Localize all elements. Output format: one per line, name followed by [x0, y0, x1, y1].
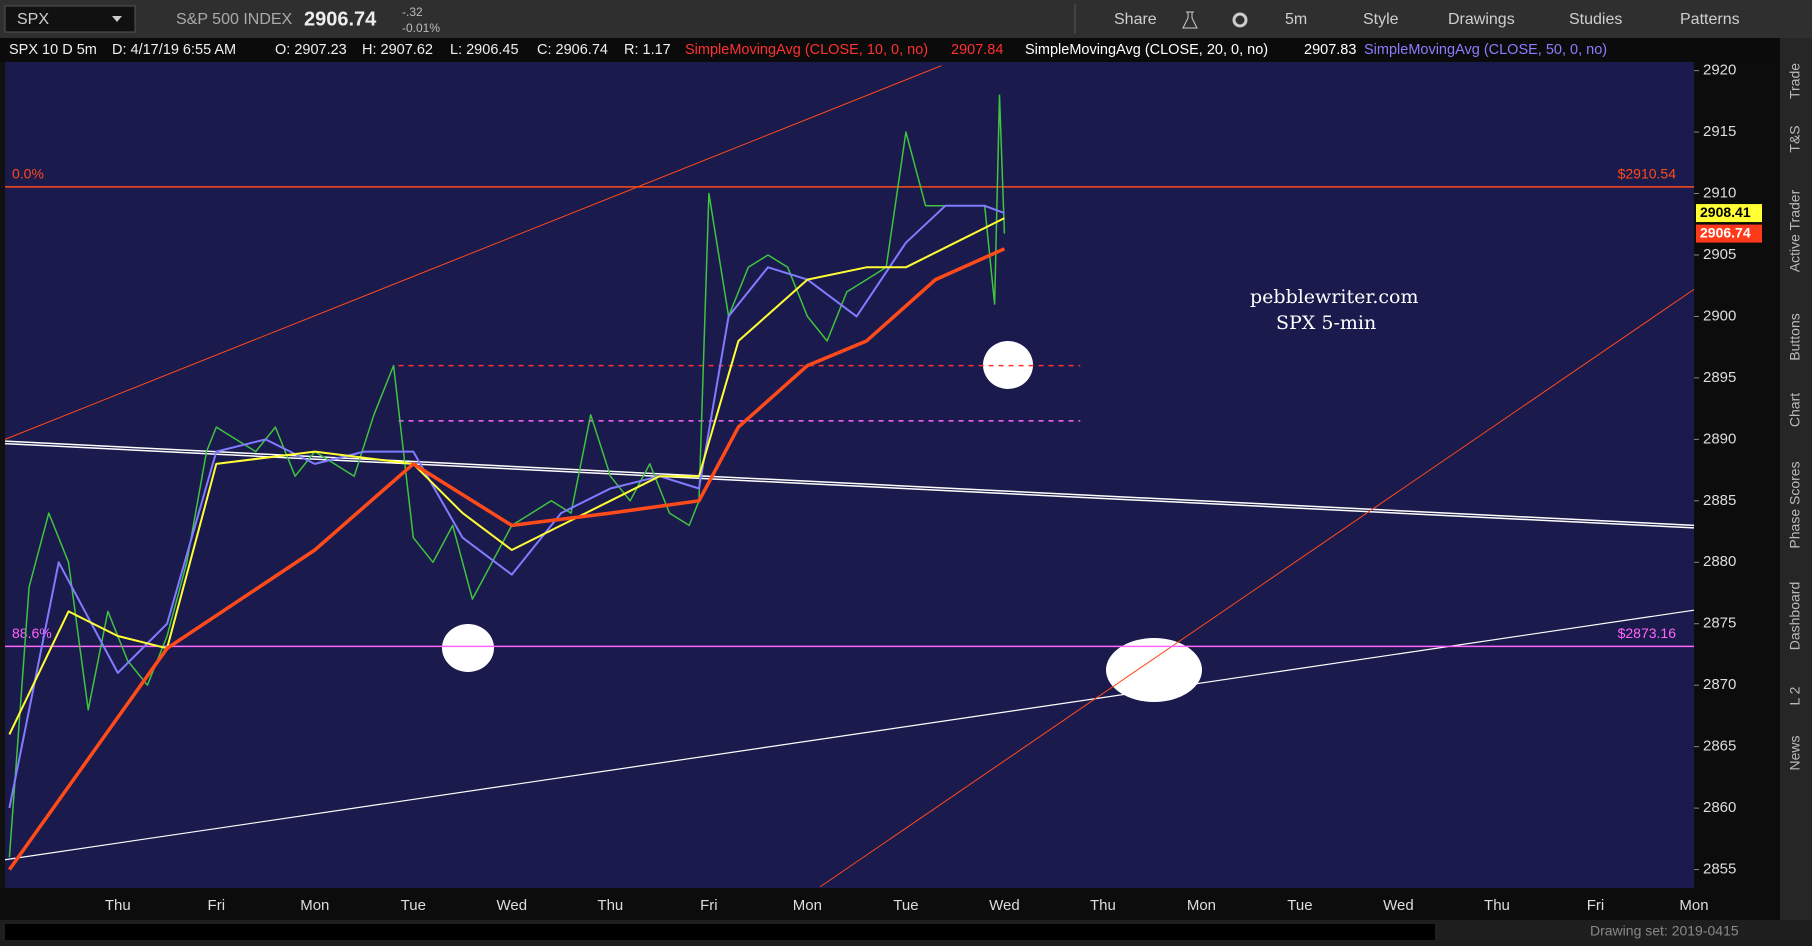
sidebar-tab: T&S	[1787, 125, 1803, 152]
y-tick-label: 2885	[1703, 492, 1736, 509]
study-value: 2907.84	[951, 42, 1003, 58]
y-tick-label: 2860	[1703, 799, 1736, 816]
y-tick-label: 2915	[1703, 123, 1736, 140]
info-item: SPX 10 D 5m	[9, 42, 97, 58]
info-bar	[0, 38, 1780, 62]
y-tick-label: 2910	[1703, 184, 1736, 201]
toolbar-button[interactable]: Drawings	[1448, 11, 1515, 28]
toolbar-button[interactable]: Patterns	[1680, 11, 1740, 28]
y-tick-label: 2870	[1703, 676, 1736, 693]
price-marker-label: 2906.74	[1700, 224, 1751, 240]
price-axis	[1694, 62, 1780, 888]
description: S&P 500 INDEX	[176, 11, 293, 28]
y-tick-label: 2880	[1703, 553, 1736, 570]
y-tick-label: 2900	[1703, 307, 1736, 324]
x-tick-label: Fri	[1587, 897, 1605, 914]
trendline	[4, 65, 942, 440]
info-item: L: 2906.45	[450, 42, 519, 58]
sidebar-tab: Phase Scores	[1787, 461, 1803, 548]
price-marker	[1696, 224, 1762, 243]
x-tick-label: Wed	[497, 897, 528, 914]
x-tick-label: Mon	[1679, 897, 1708, 914]
info-item: D: 4/17/19 6:55 AM	[112, 42, 236, 58]
toolbar-button[interactable]: Style	[1363, 11, 1399, 28]
level-pct: 88.6%	[12, 625, 52, 641]
toolbar	[0, 0, 1812, 38]
series-line	[8, 204, 1005, 809]
x-tick-label: Tue	[401, 897, 426, 914]
series-line	[7, 247, 1006, 871]
info-item: H: 2907.62	[362, 42, 433, 58]
level-label: $2873.16	[1618, 625, 1677, 641]
toolbar-button[interactable]: Studies	[1569, 11, 1622, 28]
annotation: pebblewriter.com	[1250, 286, 1419, 308]
sidebar-tab: Buttons	[1787, 313, 1803, 360]
level-pct: 0.0%	[12, 166, 44, 182]
x-tick-label: Mon	[300, 897, 329, 914]
x-tick-label: Mon	[793, 897, 822, 914]
toolbar-button[interactable]: 5m	[1285, 11, 1307, 28]
trendline	[4, 609, 1695, 861]
symbol-box[interactable]	[4, 5, 136, 33]
x-tick-label: Fri	[208, 897, 226, 914]
info-item: O: 2907.23	[275, 42, 347, 58]
plot-area	[5, 62, 1694, 888]
study-value: 2907.83	[1304, 42, 1356, 58]
symbol: SPX	[17, 11, 49, 28]
flask-icon[interactable]	[1182, 11, 1198, 29]
sidebar-tab: Dashboard	[1787, 582, 1803, 651]
x-tick-label: Thu	[1090, 897, 1116, 914]
change-pct: -0.01%	[402, 21, 440, 35]
sidebar-tab: Chart	[1787, 393, 1803, 427]
change: -.32	[402, 5, 423, 19]
plot-layer: 0.0% $2910.54 88.6% $2873.16	[4, 65, 1695, 888]
x-tick-label: Wed	[989, 897, 1020, 914]
x-tick-label: Tue	[1287, 897, 1312, 914]
annotation: SPX 5-min	[1276, 312, 1376, 334]
sidebar-tab: News	[1787, 735, 1803, 770]
dropdown-arrow[interactable]	[112, 16, 122, 22]
x-tick-label: Thu	[1484, 897, 1510, 914]
y-tick-label: 2905	[1703, 246, 1736, 263]
y-tick-label: 2890	[1703, 430, 1736, 447]
sidebar-tab: Trade	[1787, 63, 1803, 99]
toolbar-button[interactable]: Share	[1114, 11, 1157, 28]
price-marker-label: 2908.41	[1700, 204, 1751, 220]
info-item: C: 2906.74	[537, 42, 608, 58]
time-axis	[0, 888, 1780, 920]
trendline	[819, 288, 1695, 888]
y-tick-label: 2920	[1703, 62, 1736, 79]
drawing-set: Drawing set: 2019-0415	[1590, 923, 1739, 939]
scrollbar[interactable]	[5, 924, 1435, 940]
x-tick-label: Mon	[1187, 897, 1216, 914]
sidebar-tab: Active Trader	[1787, 189, 1803, 272]
x-tick-label: Thu	[105, 897, 131, 914]
x-tick-label: Wed	[1383, 897, 1414, 914]
series-line	[8, 94, 1006, 858]
study-name: SimpleMovingAvg (CLOSE, 20, 0, no)	[1025, 42, 1268, 58]
highlight-ellipse	[442, 624, 494, 672]
x-tick-label: Fri	[700, 897, 718, 914]
y-tick-label: 2895	[1703, 369, 1736, 386]
highlight-ellipse	[983, 341, 1033, 389]
x-tick-label: Thu	[597, 897, 623, 914]
info-item: R: 1.17	[624, 42, 671, 58]
y-tick-label: 2855	[1703, 861, 1736, 878]
study-name: SimpleMovingAvg (CLOSE, 50, 0, no)	[1364, 42, 1607, 58]
sidebar	[1780, 38, 1812, 920]
study-name: SimpleMovingAvg (CLOSE, 10, 0, no)	[685, 42, 928, 58]
highlight-ellipse	[1106, 638, 1202, 702]
y-tick-label: 2875	[1703, 615, 1736, 632]
gear-icon[interactable]	[1232, 12, 1248, 28]
y-tick-label: 2865	[1703, 738, 1736, 755]
x-tick-label: Tue	[893, 897, 918, 914]
sidebar-tab: L 2	[1787, 686, 1803, 705]
price-marker	[1696, 204, 1762, 223]
last-price: 2906.74	[304, 8, 377, 30]
level-label: $2910.54	[1618, 166, 1677, 182]
